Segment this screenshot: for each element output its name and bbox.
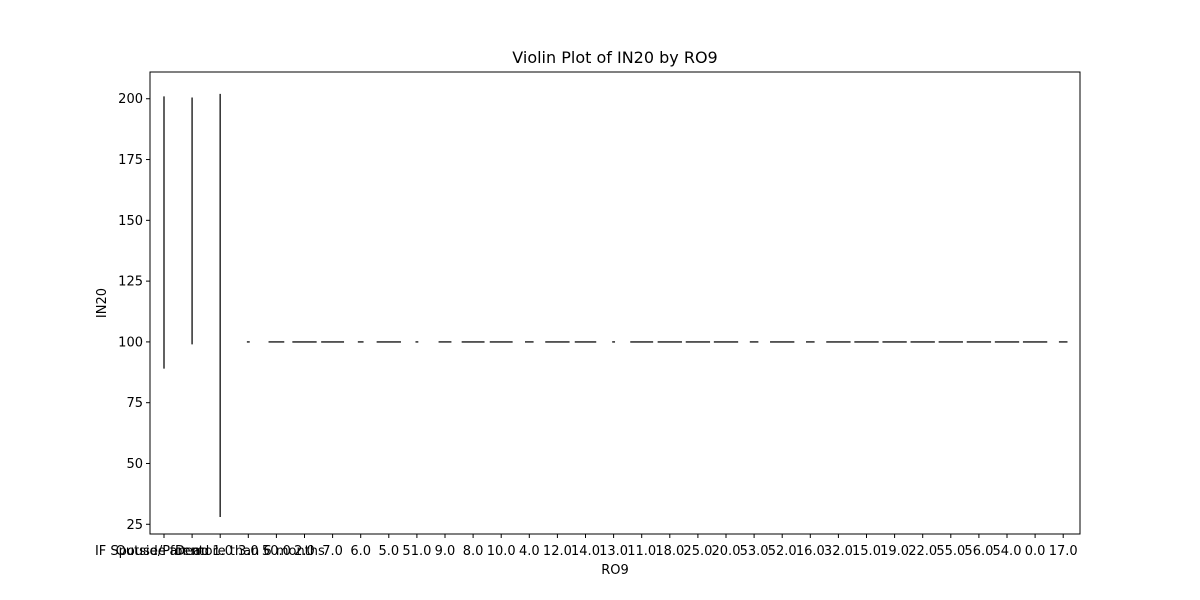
x-tick-label: 53.0 <box>740 544 769 559</box>
x-tick-label: Outside for more than 6 months <box>116 544 325 559</box>
x-tick-label: 25.0 <box>683 544 712 559</box>
y-tick-label: 175 <box>118 153 143 168</box>
chart-title: Violin Plot of IN20 by RO9 <box>512 48 717 67</box>
x-tick-label: Dead <box>175 544 209 559</box>
x-tick-label: 7.0 <box>322 544 343 559</box>
y-tick-label: 75 <box>126 396 143 411</box>
x-tick-label: 13.0 <box>599 544 628 559</box>
x-tick-label: 55.0 <box>936 544 965 559</box>
x-axis-label: RO9 <box>601 563 629 578</box>
x-tick-label: 0.0 <box>1025 544 1046 559</box>
x-tick-label: 56.0 <box>964 544 993 559</box>
x-tick-label: 17.0 <box>1049 544 1078 559</box>
y-tick-label: 125 <box>118 275 143 290</box>
y-tick-label: 200 <box>118 92 143 107</box>
x-tick-label: 5.0 <box>378 544 399 559</box>
x-tick-label: 32.0 <box>824 544 853 559</box>
x-tick-label: 15.0 <box>852 544 881 559</box>
plot-area: 25 50 75 100 125 150 175 200 IF Spouse/Parent: 1… <box>95 71 1081 559</box>
x-tick-label: 14.0 <box>571 544 600 559</box>
x-tick-label: 10.0 <box>487 544 516 559</box>
x-tick-label: 6.0 <box>350 544 371 559</box>
x-tick-label: 52.0 <box>768 544 797 559</box>
x-tick-label: IF Spouse/Parent: 1.0 <box>95 544 233 559</box>
x-tick-label: 2.0 <box>294 544 315 559</box>
x-tick-label: 18.0 <box>655 544 684 559</box>
x-tick-label: 20.0 <box>712 544 741 559</box>
y-tick-label: 50 <box>126 457 143 472</box>
x-tick-label: 3.0 <box>238 544 259 559</box>
x-tick-label: 51.0 <box>402 544 431 559</box>
y-tick-label: 25 <box>126 518 143 533</box>
x-tick-label: 22.0 <box>908 544 937 559</box>
x-tick-label: 16.0 <box>796 544 825 559</box>
y-tick-label: 150 <box>118 214 143 229</box>
x-tick-label: 54.0 <box>993 544 1022 559</box>
x-tick-label: 12.0 <box>543 544 572 559</box>
plot-frame <box>149 71 1081 535</box>
y-axis-label: IN20 <box>95 288 110 318</box>
x-tick-label: 8.0 <box>463 544 484 559</box>
x-tick-label: 9.0 <box>435 544 456 559</box>
x-tick-label: 50.0 <box>262 544 291 559</box>
x-tick-label: 11.0 <box>627 544 656 559</box>
x-tick-label: 4.0 <box>519 544 540 559</box>
x-tick-label: 19.0 <box>880 544 909 559</box>
y-tick-label: 100 <box>118 335 143 350</box>
